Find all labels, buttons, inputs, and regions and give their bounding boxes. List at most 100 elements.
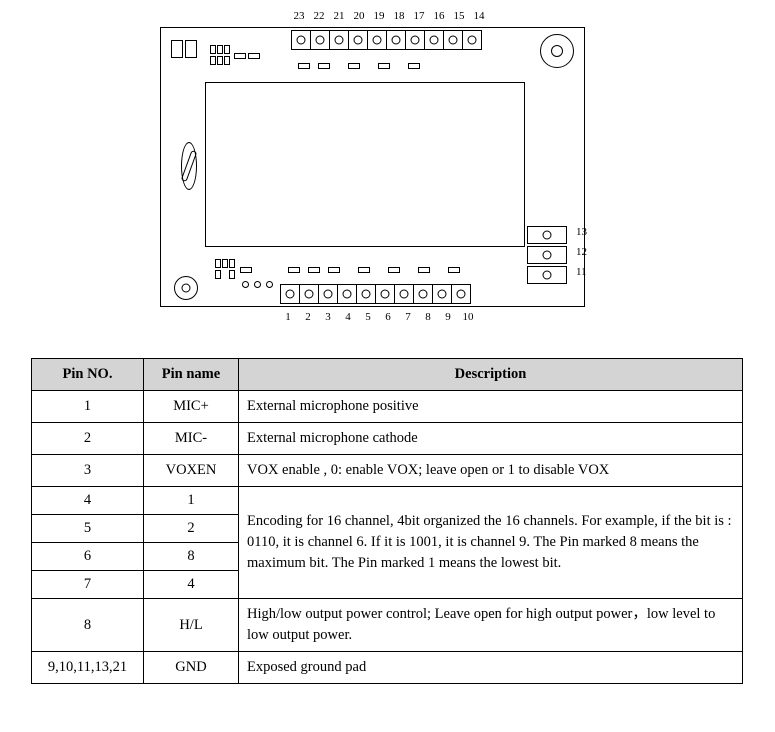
table-row: 8 H/L High/low output power control; Lea… xyxy=(32,599,743,652)
pin-pad xyxy=(527,246,567,264)
cell-pin-no: 3 xyxy=(32,455,144,487)
table-row: 1 MIC+ External microphone positive xyxy=(32,391,743,423)
pin-pad xyxy=(394,284,414,304)
bottom-pin-labels: 12345678910 xyxy=(278,311,478,323)
cell-desc: Encoding for 16 channel, 4bit organized … xyxy=(239,487,743,599)
pin-label: 11 xyxy=(572,262,587,282)
via xyxy=(242,281,249,288)
cell-pin-no: 1 xyxy=(32,391,144,423)
pin-pad xyxy=(424,30,444,50)
pin-pad xyxy=(451,284,471,304)
pin-pad xyxy=(413,284,433,304)
smd-pad xyxy=(210,45,216,54)
cell-pin-no: 6 xyxy=(32,543,144,571)
cell-pin-name: 4 xyxy=(144,571,239,599)
right-pin-labels: 13 12 11 xyxy=(572,222,587,282)
pin-pad xyxy=(443,30,463,50)
smd-pad xyxy=(217,56,223,65)
cell-pin-no: 7 xyxy=(32,571,144,599)
cell-desc: Exposed ground pad xyxy=(239,652,743,684)
smd-pad xyxy=(418,267,430,273)
pin-label: 14 xyxy=(469,10,489,22)
pin-pad xyxy=(405,30,425,50)
pin-label: 16 xyxy=(429,10,449,22)
cell-pin-no: 4 xyxy=(32,487,144,515)
pcb-diagram xyxy=(160,27,585,307)
pin-pad xyxy=(291,30,311,50)
smd-pad xyxy=(388,267,400,273)
pin-label: 22 xyxy=(309,10,329,22)
pin-pad xyxy=(299,284,319,304)
smd-pad xyxy=(185,40,197,58)
pin-pad xyxy=(432,284,452,304)
page: 23222120191817161514 xyxy=(0,0,775,732)
table-row: 3 VOXEN VOX enable , 0: enable VOX; leav… xyxy=(32,455,743,487)
top-pin-labels: 23222120191817161514 xyxy=(289,10,489,22)
pin-label: 13 xyxy=(572,222,587,242)
smd-pad xyxy=(298,63,310,69)
cell-pin-name: 2 xyxy=(144,515,239,543)
pin-label: 8 xyxy=(418,311,438,323)
cell-pin-name: 8 xyxy=(144,543,239,571)
table-row: 9,10,11,13,21 GND Exposed ground pad xyxy=(32,652,743,684)
pin-label: 5 xyxy=(358,311,378,323)
cell-pin-no: 9,10,11,13,21 xyxy=(32,652,144,684)
pin-label: 23 xyxy=(289,10,309,22)
cell-pin-name: VOXEN xyxy=(144,455,239,487)
mounting-hole xyxy=(540,34,574,68)
cell-pin-no: 2 xyxy=(32,423,144,455)
pin-label: 7 xyxy=(398,311,418,323)
smd-pad xyxy=(224,56,230,65)
pin-pad xyxy=(367,30,387,50)
smd-pad xyxy=(215,259,221,268)
pin-label: 4 xyxy=(338,311,358,323)
cell-pin-name: MIC+ xyxy=(144,391,239,423)
smd-pad xyxy=(229,270,235,279)
pin-label: 12 xyxy=(572,242,587,262)
slot xyxy=(181,142,197,190)
pin-pad xyxy=(462,30,482,50)
smd-pad xyxy=(448,267,460,273)
smd-pad xyxy=(224,45,230,54)
pin-label: 10 xyxy=(458,311,478,323)
pin-pad xyxy=(310,30,330,50)
cell-pin-name: MIC- xyxy=(144,423,239,455)
pin-pad xyxy=(329,30,349,50)
pin-label: 2 xyxy=(298,311,318,323)
cell-desc: External microphone cathode xyxy=(239,423,743,455)
pin-description-table: Pin NO. Pin name Description 1 MIC+ Exte… xyxy=(31,358,743,684)
pin-label: 3 xyxy=(318,311,338,323)
smd-pad xyxy=(318,63,330,69)
pin-label: 1 xyxy=(278,311,298,323)
cell-pin-no: 8 xyxy=(32,599,144,652)
pin-pad xyxy=(280,284,300,304)
pin-pad xyxy=(527,226,567,244)
pin-pad xyxy=(318,284,338,304)
pin-label: 17 xyxy=(409,10,429,22)
table-header-row: Pin NO. Pin name Description xyxy=(32,359,743,391)
pin-label: 18 xyxy=(389,10,409,22)
smd-pad xyxy=(210,56,216,65)
pin-label: 6 xyxy=(378,311,398,323)
smd-pad xyxy=(222,259,228,268)
smd-pad xyxy=(215,270,221,279)
pin-pad xyxy=(386,30,406,50)
pin-label: 9 xyxy=(438,311,458,323)
smd-pad xyxy=(240,267,252,273)
cell-pin-name: H/L xyxy=(144,599,239,652)
smd-pad xyxy=(288,267,300,273)
table-row: 2 MIC- External microphone cathode xyxy=(32,423,743,455)
display-area xyxy=(205,82,525,247)
header-pin-no: Pin NO. xyxy=(32,359,144,391)
smd-pad xyxy=(408,63,420,69)
cell-desc: VOX enable , 0: enable VOX; leave open o… xyxy=(239,455,743,487)
pin-pad xyxy=(375,284,395,304)
pin-pad xyxy=(356,284,376,304)
cell-pin-no: 5 xyxy=(32,515,144,543)
pin-label: 21 xyxy=(329,10,349,22)
pin-pad xyxy=(527,266,567,284)
cell-pin-name: 1 xyxy=(144,487,239,515)
smd-pad xyxy=(248,53,260,59)
smd-pad xyxy=(171,40,183,58)
mounting-hole xyxy=(174,276,198,300)
